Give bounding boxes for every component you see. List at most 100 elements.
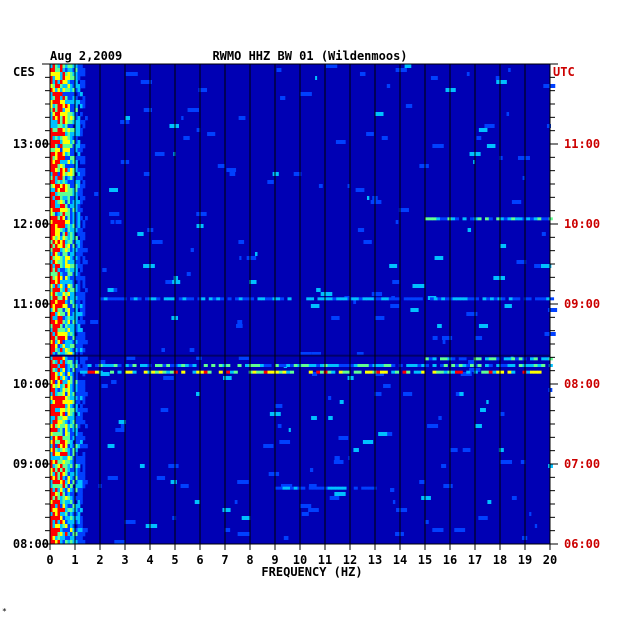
spectrogram-cell [311, 352, 321, 356]
spectrogram-cell [70, 184, 73, 189]
spectrogram-cell [52, 176, 56, 181]
spectrogram-cell [309, 468, 314, 472]
spectrogram-cell [80, 516, 83, 521]
spectrogram-cell [60, 392, 63, 397]
spectrogram-cell [170, 480, 177, 484]
event-band-cell [430, 297, 435, 301]
spectrogram-cell [82, 256, 86, 261]
spectrogram-cell [72, 96, 76, 101]
spectrogram-cell [60, 228, 63, 233]
event-band-cell [113, 364, 118, 367]
spectrogram-cell [67, 520, 71, 525]
spectrogram-cell [72, 240, 76, 245]
event-band-cell [170, 370, 175, 374]
spectrogram-cell [72, 448, 76, 453]
event-band-cell [443, 364, 448, 367]
event-band-cell [515, 357, 520, 361]
spectrogram-cell [62, 356, 66, 361]
event-band-cell [148, 297, 153, 301]
spectrogram-cell [77, 168, 81, 173]
spectrogram-cell [72, 312, 76, 317]
spectrogram-cell [238, 356, 249, 360]
spectrogram-cell [60, 220, 63, 225]
spectrogram-cell [60, 124, 63, 129]
spectrogram-cell [50, 476, 53, 481]
spectrogram-cell [77, 488, 81, 493]
spectrogram-cell [67, 224, 71, 229]
spectrogram-cell [55, 404, 58, 409]
spectrogram-cell [75, 316, 78, 321]
spectrogram-cell [62, 256, 66, 261]
spectrogram-cell [82, 184, 86, 189]
spectrogram-cell [82, 392, 86, 397]
spectrogram-cell [311, 372, 318, 376]
spectrogram-cell [82, 104, 86, 109]
spectrogram-cell [114, 540, 125, 544]
spectrogram-cell [101, 384, 108, 388]
right-time-label: 07:00 [564, 457, 600, 471]
spectrogram-cell [50, 496, 53, 501]
event-band-cell [226, 370, 231, 374]
spectrogram-cell [55, 292, 58, 297]
spectrogram-cell [57, 416, 61, 421]
spectrogram-cell [82, 124, 86, 129]
spectrogram-cell [52, 340, 56, 345]
spectrogram-cell [80, 296, 83, 301]
spectrogram-cell [107, 476, 118, 480]
spectrogram-cell [70, 260, 73, 265]
spectrogram-cell [70, 136, 73, 141]
spectrogram-cell [441, 336, 453, 340]
event-band-cell [530, 357, 535, 361]
spectrogram-cell [50, 540, 53, 545]
spectrogram-cell [55, 516, 58, 521]
spectrogram-cell [70, 336, 73, 341]
spectrogram-cell [75, 520, 78, 525]
spectrogram-cell [279, 440, 284, 444]
spectrogram-cell [77, 276, 81, 281]
spectrogram-cell [60, 468, 63, 473]
spectrogram-cell [62, 468, 66, 473]
spectrogram-cell [75, 336, 78, 341]
spectrogram-cell [57, 348, 61, 353]
event-band-cell [261, 297, 266, 301]
spectrogram-cell [57, 152, 61, 157]
event-band-cell [320, 370, 325, 374]
spectrogram-cell [62, 524, 66, 529]
event-band-cell [365, 364, 370, 367]
spectrogram-cell [405, 104, 413, 108]
spectrogram-cell [55, 88, 58, 93]
spectrogram-cell [72, 88, 76, 93]
spectrogram-cell [62, 284, 66, 289]
spectrogram-cell [72, 260, 76, 265]
spectrogram-cell [67, 76, 71, 81]
spectrogram-cell [50, 164, 53, 169]
event-band-cell [166, 370, 171, 374]
spectrogram-cell [80, 396, 83, 401]
spectrogram-cell [77, 444, 81, 449]
event-band-cell [488, 370, 493, 374]
spectrogram-cell [62, 68, 66, 73]
spectrogram-cell [52, 436, 56, 441]
spectrogram-cell [52, 220, 56, 225]
spectrogram-cell [77, 152, 81, 157]
frequency-tick-label: 18 [493, 553, 507, 567]
spectrogram-cell [70, 316, 73, 321]
spectrogram-cell [55, 368, 58, 373]
spectrogram-cell [75, 308, 78, 313]
spectrogram-cell [67, 160, 71, 165]
spectrogram-cell [80, 144, 83, 149]
spectrogram-cell [50, 132, 53, 137]
spectrogram-cell [57, 368, 61, 373]
event-band-cell [451, 370, 456, 374]
spectrogram-cell [70, 140, 73, 145]
spectrogram-cell [75, 108, 78, 113]
event-band-cell [321, 297, 326, 301]
spectrogram-cell [75, 376, 78, 381]
spectrogram-cell [50, 112, 53, 117]
spectrogram-cell [75, 208, 78, 213]
spectrogram-cell [67, 324, 71, 329]
spectrogram-cell [52, 344, 56, 349]
spectrogram-cell [55, 428, 58, 433]
spectrogram-cell [65, 356, 68, 361]
spectrogram-cell [55, 116, 58, 121]
